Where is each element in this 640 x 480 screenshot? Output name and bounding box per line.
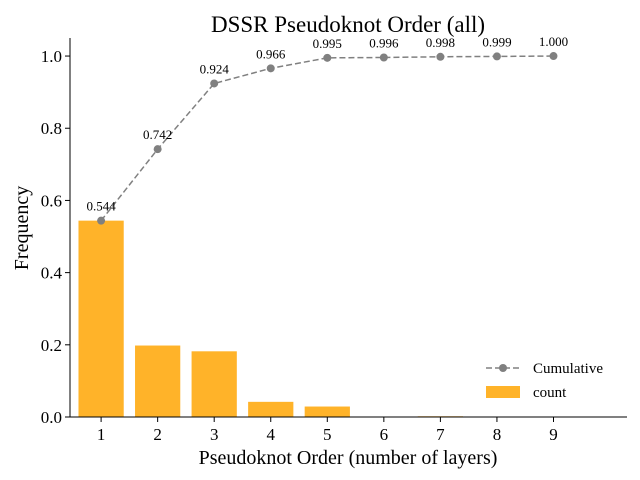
legend-count-swatch xyxy=(486,386,520,398)
x-tick-label: 8 xyxy=(493,425,502,444)
legend: Cumulative count xyxy=(486,361,603,401)
cumulative-data-label: 0.995 xyxy=(313,36,342,51)
legend-count-label: count xyxy=(533,385,567,401)
y-tick-label: 0.0 xyxy=(41,408,62,427)
y-tick-label: 0.4 xyxy=(41,264,63,283)
x-tick-label: 3 xyxy=(210,425,219,444)
x-tick-group: 1 2 3 4 5 6 7 8 9 xyxy=(97,417,558,444)
axes xyxy=(69,38,627,418)
chart-title: DSSR Pseudoknot Order (all) xyxy=(211,12,485,37)
y-tick-label: 0.2 xyxy=(41,336,62,355)
bar-group xyxy=(78,220,577,417)
cumulative-point-6 xyxy=(379,53,388,62)
x-tick-label: 9 xyxy=(549,425,558,444)
cumulative-point-9 xyxy=(549,52,558,61)
cumulative-data-label: 1.000 xyxy=(539,34,568,49)
y-tick-group: 0.0 0.2 0.4 0.6 0.8 1.0 xyxy=(41,47,70,427)
x-tick-label: 5 xyxy=(323,425,332,444)
y-tick-label: 0.6 xyxy=(41,191,62,210)
cumulative-point-8 xyxy=(492,52,501,61)
cumulative-point-1 xyxy=(97,216,106,225)
bar-count-4 xyxy=(248,401,294,417)
legend-cumulative-label: Cumulative xyxy=(533,361,603,377)
cumulative-data-label: 0.966 xyxy=(256,46,286,61)
x-tick-label: 7 xyxy=(436,425,445,444)
y-tick-label: 1.0 xyxy=(41,47,62,66)
data-label-group: 0.544 0.742 0.924 0.966 0.995 0.996 0.998 0.999… xyxy=(86,34,568,214)
bar-count-2 xyxy=(135,345,181,417)
cumulative-point-7 xyxy=(436,52,445,61)
bar-count-3 xyxy=(191,351,237,417)
cumulative-data-label: 0.544 xyxy=(86,199,116,214)
x-axis-label: Pseudoknot Order (number of layers) xyxy=(199,447,498,469)
y-tick-label: 0.8 xyxy=(41,119,62,138)
cumulative-data-label: 0.999 xyxy=(482,34,511,49)
x-tick-label: 1 xyxy=(97,425,106,444)
cumulative-data-label: 0.742 xyxy=(143,127,172,142)
cumulative-data-label: 0.998 xyxy=(426,35,455,50)
cumulative-point-4 xyxy=(266,64,275,73)
cumulative-point-2 xyxy=(153,145,162,154)
x-tick-label: 6 xyxy=(380,425,389,444)
cumulative-point-5 xyxy=(323,53,332,62)
x-tick-label: 2 xyxy=(153,425,162,444)
legend-cumulative-marker xyxy=(499,364,507,372)
cumulative-point-3 xyxy=(210,79,219,88)
bar-count-5 xyxy=(304,406,350,417)
y-axis-label: Frequency xyxy=(11,186,33,270)
x-tick-label: 4 xyxy=(266,425,275,444)
cumulative-data-label: 0.996 xyxy=(369,35,399,50)
cumulative-line-group xyxy=(97,52,558,225)
bar-count-1 xyxy=(78,220,124,417)
cumulative-data-label: 0.924 xyxy=(200,61,230,76)
